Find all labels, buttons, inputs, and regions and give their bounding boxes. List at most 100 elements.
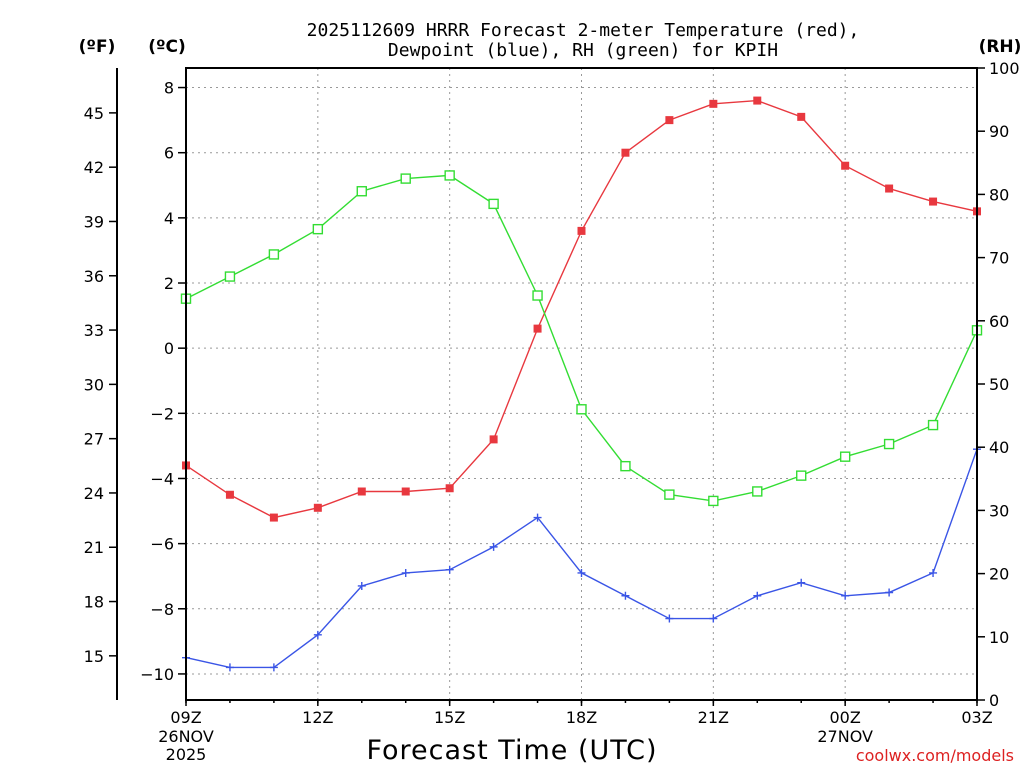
rh-tick-label: 70: [989, 249, 1009, 268]
x-tick-label: 15Z: [434, 708, 465, 727]
fahrenheit-tick-label: 42: [84, 158, 104, 177]
dewpoint-line: [185, 448, 978, 669]
dewpoint-point: [929, 568, 938, 577]
temperature-point: [401, 487, 410, 496]
plot-frame: [185, 67, 978, 701]
credit-label: coolwx.com/models: [856, 746, 1014, 765]
dewpoint-point: [621, 591, 630, 600]
celsius-tick-label: 2: [164, 274, 174, 293]
rh-point: [927, 419, 939, 431]
rh-tick-label: 10: [989, 628, 1009, 647]
rh-point: [883, 438, 895, 450]
temperature-point: [225, 490, 234, 499]
temperature-point: [533, 324, 542, 333]
dewpoint-point: [489, 542, 498, 551]
dewpoint-point: [357, 581, 366, 590]
rh-tick-label: 90: [989, 122, 1009, 141]
temperature-point: [621, 148, 630, 157]
date-label-mid: 27NOV: [817, 727, 873, 746]
fahrenheit-tick-label: 45: [84, 104, 104, 123]
celsius-tick-label: −8: [150, 600, 174, 619]
dewpoint-point: [225, 663, 234, 672]
x-tick-label: 18Z: [566, 708, 597, 727]
celsius-tick-label: 6: [164, 144, 174, 163]
rh-point: [356, 186, 367, 197]
date-label-start: 2025: [166, 745, 207, 764]
fahrenheit-tick-label: 24: [84, 484, 104, 503]
temperature-point: [929, 197, 938, 206]
dewpoint-point: [269, 663, 278, 672]
x-tick-label: 03Z: [961, 708, 992, 727]
x-tick-label: 12Z: [302, 708, 333, 727]
temperature-point: [357, 487, 366, 496]
dewpoint-point: [401, 568, 410, 577]
rh-point: [752, 486, 763, 497]
rh-point: [576, 404, 587, 415]
dewpoint-point: [753, 591, 762, 600]
celsius-tick-label: −4: [150, 469, 174, 488]
right-axis: 0 10 20 30 40 50 60 70 80 90 100: [977, 59, 1020, 710]
dewpoint-point: [313, 630, 322, 639]
temperature-point: [269, 513, 278, 522]
fahrenheit-tick-label: 30: [84, 375, 104, 394]
fahrenheit-tick-label: 36: [84, 267, 104, 286]
dewpoint-point: [665, 614, 674, 623]
temperature-point: [445, 484, 454, 493]
celsius-tick-label: −2: [150, 404, 174, 423]
dewpoint-series: [182, 445, 981, 672]
celsius-tick-label: −10: [140, 665, 174, 684]
celsius-tick-label: 8: [164, 79, 174, 98]
rh-tick-label: 40: [989, 438, 1009, 457]
rh-tick-label: 20: [989, 565, 1009, 584]
fahrenheit-tick-label: 27: [84, 430, 104, 449]
dewpoint-point: [797, 578, 806, 587]
date-label-start: 26NOV: [158, 727, 214, 746]
rh-point: [664, 489, 675, 500]
dewpoint-point: [445, 565, 454, 574]
rh-point: [268, 249, 280, 260]
dewpoint-point: [709, 614, 718, 623]
series-layer: [180, 96, 983, 672]
x-tick-label: 21Z: [698, 708, 729, 727]
celsius-tick-label: 0: [164, 339, 174, 358]
chart-title-line2: Dewpoint (blue), RH (green) for KPIH: [388, 40, 778, 61]
grid-lines: [185, 68, 978, 700]
rh-point: [488, 198, 499, 210]
rh-point: [620, 460, 631, 472]
x-axis-title: Forecast Time (UTC): [366, 735, 657, 766]
rh-tick-label: 60: [989, 312, 1009, 331]
rh-point: [444, 170, 455, 181]
temperature-point: [753, 96, 762, 105]
fahrenheit-tick-label: 33: [84, 321, 104, 340]
celsius-unit-label: (ºC): [148, 37, 186, 57]
rh-tick-label: 80: [989, 185, 1009, 204]
dewpoint-point: [577, 568, 586, 577]
rh-point: [839, 451, 851, 462]
fahrenheit-tick-label: 21: [84, 538, 104, 557]
temperature-point: [885, 184, 894, 193]
celsius-tick-label: −6: [150, 535, 174, 554]
chart-title-line1: 2025112609 HRRR Forecast 2-meter Tempera…: [307, 20, 860, 41]
temperature-point: [489, 435, 498, 444]
rh-point: [312, 223, 324, 235]
dewpoint-point: [533, 513, 542, 522]
temperature-point: [709, 99, 718, 108]
rh-point: [224, 271, 236, 282]
fahrenheit-tick-label: 39: [84, 212, 104, 231]
rh-point: [708, 495, 719, 507]
rh-point: [532, 290, 543, 301]
fahrenheit-tick-label: 18: [84, 593, 104, 612]
x-tick-label: 00Z: [830, 708, 861, 727]
x-tick-label: 09Z: [170, 708, 201, 727]
temperature-point: [665, 116, 674, 125]
rh-tick-label: 30: [989, 501, 1009, 520]
rh-point: [400, 173, 411, 184]
rh-point: [796, 470, 807, 481]
temperature-point: [841, 161, 850, 170]
rh-unit-label: (RH): [979, 37, 1022, 57]
dewpoint-point: [885, 588, 894, 597]
fahrenheit-unit-label: (ºF): [79, 37, 116, 57]
rh-tick-label: 0: [989, 691, 999, 710]
dewpoint-point: [841, 591, 850, 600]
